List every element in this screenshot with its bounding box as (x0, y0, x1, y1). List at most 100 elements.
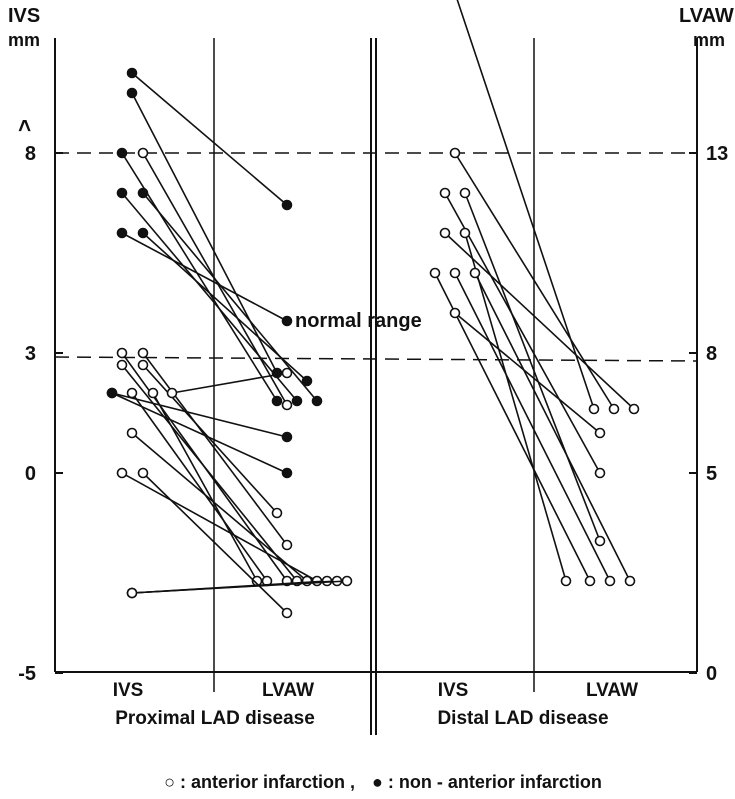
connector-line (142, 232, 308, 382)
connector-line (121, 472, 318, 582)
open-ivs-point (126, 427, 138, 439)
open-ivs-point (137, 347, 149, 359)
open-ivs-point (116, 359, 128, 371)
open-ivs-point (137, 359, 149, 371)
open-lvaw-point (608, 403, 620, 415)
connector-line (434, 272, 591, 582)
open-ivs-point (137, 147, 149, 159)
group-label-proximal: Proximal LAD disease (115, 708, 315, 729)
open-ivs-point (449, 267, 461, 279)
left-axis-arrow-mark: > (12, 119, 37, 132)
filled-lvaw-point (311, 395, 323, 407)
connector-line (121, 364, 298, 582)
open-ivs-point (449, 307, 461, 319)
open-ivs-point (137, 467, 149, 479)
connector-line (464, 232, 567, 582)
open-ivs-point (126, 387, 138, 399)
filled-ivs-point (137, 187, 149, 199)
connector-line (454, 312, 601, 434)
connector-line (142, 472, 288, 614)
reference-lines (54, 152, 698, 362)
open-ivs-point (469, 267, 481, 279)
connector-line (111, 392, 288, 438)
connector-line (454, 272, 611, 582)
connector-line (131, 72, 288, 206)
filled-ivs-point (126, 87, 138, 99)
x-label-distal-lvaw: LVAW (586, 680, 638, 701)
open-lvaw-point (588, 403, 600, 415)
open-ivs-point (126, 587, 138, 599)
right-tick-label: 0 (706, 663, 717, 685)
filled-ivs-point (116, 147, 128, 159)
connector-line (474, 272, 631, 582)
open-lvaw-point (281, 399, 293, 411)
normal-range-annotation: normal range (295, 310, 422, 332)
left-tick-label: 8 (25, 143, 36, 165)
connector-line (131, 392, 268, 582)
axis-ticks: 8 3 0 -5 13 8 5 0 (18, 143, 728, 685)
connector-line (121, 232, 288, 322)
filled-lvaw-point (291, 395, 303, 407)
connector-line (171, 372, 288, 394)
x-label-proximal-lvaw: LVAW (262, 680, 314, 701)
open-lvaw-point (604, 575, 616, 587)
open-lvaw-point (584, 575, 596, 587)
chart-frame (54, 38, 698, 735)
filled-ivs-point (126, 67, 138, 79)
open-ivs-point (116, 467, 128, 479)
data-pairs (106, 0, 640, 619)
left-axis-unit: mm (8, 30, 40, 50)
filled-lvaw-point (281, 431, 293, 443)
open-lvaw-point (341, 575, 353, 587)
open-lvaw-point (594, 467, 606, 479)
connector-line (464, 192, 601, 542)
filled-ivs-point (116, 227, 128, 239)
open-lvaw-point (624, 575, 636, 587)
open-lvaw-point (594, 535, 606, 547)
connector-line (121, 192, 298, 402)
filled-lvaw-point (301, 375, 313, 387)
x-label-distal-ivs: IVS (438, 680, 469, 701)
filled-lvaw-point (281, 315, 293, 327)
right-tick-label: 5 (706, 463, 717, 485)
x-label-proximal-ivs: IVS (113, 680, 144, 701)
filled-ivs-point (116, 187, 128, 199)
open-ivs-point (166, 387, 178, 399)
right-axis-label: LVAW (679, 5, 734, 27)
connector-line (142, 192, 318, 402)
open-lvaw-point (271, 507, 283, 519)
filled-ivs-point (137, 227, 149, 239)
open-ivs-point (459, 187, 471, 199)
connector-line (131, 92, 278, 374)
open-lvaw-point (594, 427, 606, 439)
connector-line (142, 364, 278, 514)
left-tick-label: 0 (25, 463, 36, 485)
group-label-distal: Distal LAD disease (437, 708, 608, 729)
filled-lvaw-point (281, 199, 293, 211)
connector-line (131, 580, 348, 594)
connector-line (444, 192, 601, 474)
right-tick-label: 8 (706, 343, 717, 365)
open-ivs-point (449, 147, 461, 159)
filled-lvaw-point (271, 395, 283, 407)
left-axis-label: IVS (8, 5, 40, 27)
right-tick-label: 13 (706, 143, 728, 165)
left-tick-label: -5 (18, 663, 36, 685)
open-lvaw-point (560, 575, 572, 587)
open-ivs-point (459, 227, 471, 239)
open-ivs-point (116, 347, 128, 359)
open-lvaw-point (281, 367, 293, 379)
open-ivs-point (147, 387, 159, 399)
left-tick-label: 3 (25, 343, 36, 365)
open-lvaw-point (281, 539, 293, 551)
open-ivs-point (439, 227, 451, 239)
open-lvaw-point (281, 607, 293, 619)
connector-line (131, 432, 308, 582)
open-ivs-point (439, 187, 451, 199)
connector-line (142, 352, 288, 546)
right-axis-unit: mm (693, 30, 725, 50)
connector-line (152, 392, 258, 582)
filled-lvaw-point (281, 467, 293, 479)
open-lvaw-point (628, 403, 640, 415)
